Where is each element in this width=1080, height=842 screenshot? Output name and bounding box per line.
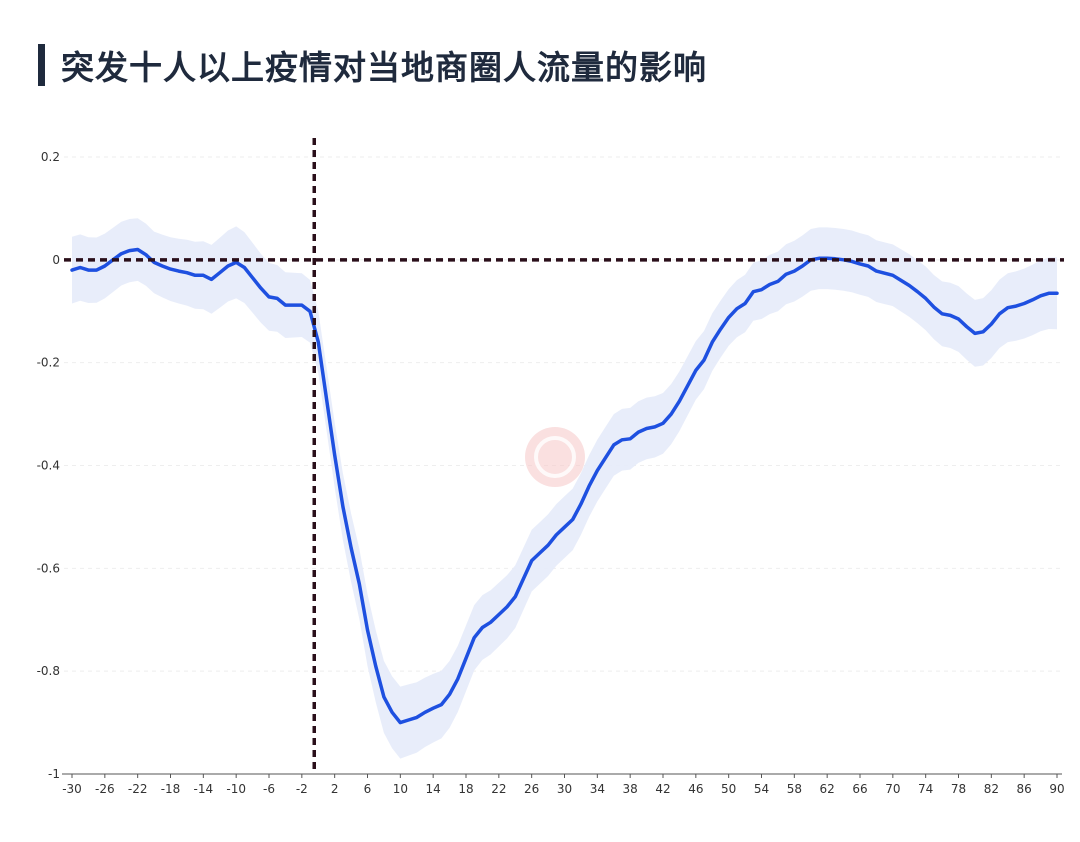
x-tick-label: 86 [1017, 782, 1032, 796]
x-tick-label: 18 [458, 782, 473, 796]
grid-lines [64, 156, 1062, 672]
x-tick-label: 46 [688, 782, 703, 796]
confidence-band [72, 218, 1057, 759]
x-tick-label: 42 [655, 782, 670, 796]
x-tick-label: 90 [1049, 782, 1064, 796]
x-tick-label: 22 [491, 782, 506, 796]
y-tick-label: -0.2 [37, 356, 60, 370]
x-tick-label: 66 [852, 782, 867, 796]
series-line [70, 247, 1059, 725]
x-tick-label: 62 [820, 782, 835, 796]
x-tick-label: 78 [951, 782, 966, 796]
y-tick-label: -0.4 [37, 459, 60, 473]
x-tick-label: 30 [557, 782, 572, 796]
watermark-logo [525, 427, 585, 487]
y-tick-label: -0.8 [37, 664, 60, 678]
x-tick-label: -14 [194, 782, 214, 796]
y-axis-ticks: 0.2 0 -0.2 -0.4 -0.6 -0.8 -1 [37, 150, 60, 781]
x-tick-label: -30 [62, 782, 82, 796]
x-tick-label: 70 [885, 782, 900, 796]
x-tick-label: -6 [263, 782, 275, 796]
x-tick-label: -10 [226, 782, 246, 796]
y-tick-label: -0.6 [37, 561, 60, 575]
y-tick-label: -1 [48, 767, 60, 781]
x-tick-label: -22 [128, 782, 148, 796]
x-tick-label: 26 [524, 782, 539, 796]
x-tick-label: -26 [95, 782, 115, 796]
x-tick-label: 34 [590, 782, 605, 796]
y-tick-label: 0 [52, 253, 60, 267]
x-tick-label: -18 [161, 782, 181, 796]
chart-title-block: 突发十人以上疫情对当地商圈人流量的影响 [38, 40, 707, 90]
x-axis-ticks: -30 -26 -22 -18 -14 -10 -6 -2 2 6 10 14 18 22 26 30 34 38… [62, 774, 1065, 796]
x-tick-label: 74 [918, 782, 933, 796]
x-tick-label: 82 [984, 782, 999, 796]
title-accent-bar [38, 44, 45, 86]
x-tick-label: 14 [426, 782, 441, 796]
x-tick-label: 2 [331, 782, 339, 796]
x-tick-label: 10 [393, 782, 408, 796]
chart-title: 突发十人以上疫情对当地商圈人流量的影响 [61, 48, 707, 87]
x-tick-label: 58 [787, 782, 802, 796]
y-tick-label: 0.2 [41, 150, 60, 164]
x-tick-label: 38 [623, 782, 638, 796]
x-tick-label: 6 [364, 782, 372, 796]
x-tick-label: 54 [754, 782, 769, 796]
x-tick-label: 50 [721, 782, 736, 796]
x-tick-label: -2 [296, 782, 308, 796]
